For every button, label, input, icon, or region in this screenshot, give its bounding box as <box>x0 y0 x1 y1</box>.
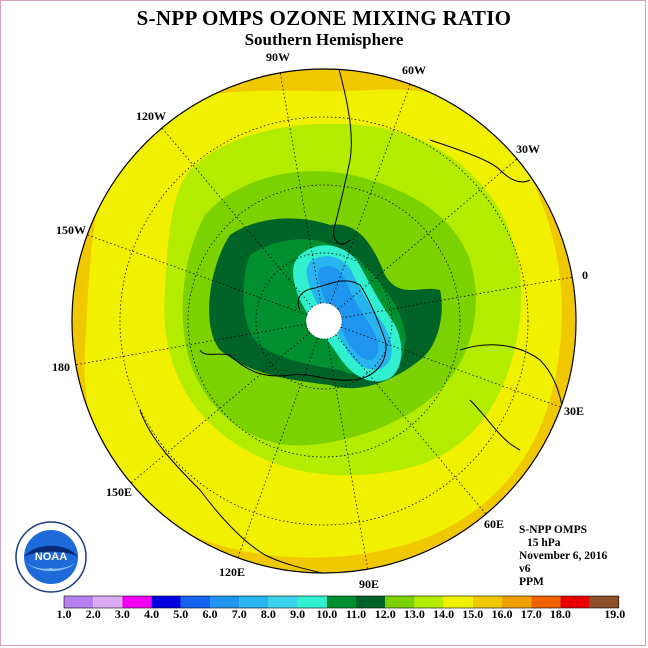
colorbar-swatch <box>385 596 415 608</box>
colorbar-tick-label: 15.0 <box>462 607 483 621</box>
meridian-line <box>87 234 308 316</box>
noaa-logo-text: NOAA <box>35 551 67 563</box>
pole-hole <box>306 303 342 339</box>
atlantic-islands-coast <box>429 139 531 183</box>
colorbar-tick-label: 6.0 <box>203 607 218 621</box>
colorbar-tick-label: 18.0 <box>550 607 571 621</box>
colorbar-swatch <box>268 596 298 608</box>
colorbar-swatch <box>151 596 181 608</box>
colorbar-outline <box>63 595 620 609</box>
colorbar-swatch <box>502 596 532 608</box>
lon-label-30w: 30W <box>516 142 540 156</box>
colorbar-tick-label: 14.0 <box>433 607 454 621</box>
noaa-emblem: NOAA <box>15 521 87 593</box>
colorbar-swatch <box>589 596 619 608</box>
australia-coast <box>139 409 331 573</box>
meridian-line <box>335 334 487 515</box>
lon-label-150w: 150W <box>56 223 86 237</box>
lon-label-150e: 150E <box>106 485 132 499</box>
meridian-line <box>340 326 561 408</box>
info-pressure: 15 hPa <box>527 537 561 549</box>
colorbar-swatch <box>414 596 444 608</box>
colorbar-tick-label: 17.0 <box>521 607 542 621</box>
info-version: v6 <box>519 563 531 575</box>
lon-label-120w: 120W <box>136 109 166 123</box>
graticule <box>75 72 573 570</box>
colorbar-tick-label: 8.0 <box>261 607 276 621</box>
colorbar-tick-label: 9.0 <box>290 607 305 621</box>
colorbar-swatch <box>64 596 94 608</box>
latitude-circle-30s <box>119 116 529 526</box>
colorbar-swatch <box>239 596 269 608</box>
figure-title: S-NPP OMPS OZONE MIXING RATIO <box>136 6 512 30</box>
colorbar-tick-label: 2.0 <box>86 607 101 621</box>
figure-subtitle: Southern Hemisphere <box>244 30 404 49</box>
info-units: PPM <box>519 576 544 588</box>
meridian-line <box>329 84 411 305</box>
noaa-logo: NOAA <box>14 520 88 594</box>
meridian-line <box>130 332 311 484</box>
colorbar-swatch <box>531 596 561 608</box>
lon-label-30e: 30E <box>564 404 584 418</box>
latitude-circle-70s <box>255 252 393 390</box>
meridian-line <box>279 72 322 304</box>
lon-label-0: 0 <box>582 268 588 282</box>
longitude-labels: 90W 60W 30W 0 30E 60E 90E 120E 150E 180 … <box>52 50 588 591</box>
colorbar-swatch <box>297 596 327 608</box>
meridian-line <box>237 337 319 558</box>
colorbar-tick-label: 3.0 <box>115 607 130 621</box>
meridian-line <box>337 158 518 310</box>
colorbar-tick-label: 10.0 <box>316 607 337 621</box>
colorbar-tick-label: 19.0 <box>604 607 625 621</box>
lon-label-120e: 120E <box>219 565 245 579</box>
lon-label-60w: 60W <box>402 63 426 77</box>
colorbar-tick-label: 16.0 <box>492 607 513 621</box>
info-instrument: S-NPP OMPS <box>519 524 588 536</box>
lon-label-60e: 60E <box>484 517 504 531</box>
colorbar-swatch <box>210 596 240 608</box>
lon-label-90w: 90W <box>266 50 290 64</box>
colorbar-tick-label: 12.0 <box>375 607 396 621</box>
colorbar-tick-label: 5.0 <box>173 607 188 621</box>
colorbar-tick-label: 13.0 <box>404 607 425 621</box>
colorbar-swatch <box>356 596 386 608</box>
south-america-coast <box>333 69 352 245</box>
colorbar-swatch <box>122 596 152 608</box>
contour-blue <box>318 265 379 360</box>
colorbar-tick-label: 1.0 <box>57 607 72 621</box>
antarctica-coast <box>199 280 387 381</box>
colorbar-swatch <box>180 596 210 608</box>
latitude-circle-50s <box>187 184 461 458</box>
meridian-line <box>341 276 573 319</box>
colorbar: 1.0 2.0 3.0 4.0 5.0 6.0 7.0 8.0 9.0 10.0 11.0 12.0 1… <box>57 595 625 621</box>
meridian-line <box>326 338 369 570</box>
meridian-line <box>75 323 307 366</box>
lon-label-90e: 90E <box>359 577 379 591</box>
colorbar-tick-label: 4.0 <box>144 607 159 621</box>
colorbar-swatch <box>560 596 590 608</box>
lon-label-180: 180 <box>52 360 70 374</box>
meridian-line <box>161 127 313 308</box>
map-boundary <box>71 68 577 574</box>
colorbar-swatch <box>472 596 502 608</box>
info-date: November 6, 2016 <box>519 550 608 562</box>
colorbar-swatch <box>443 596 473 608</box>
pole-hole-border <box>305 302 343 340</box>
colorbar-tick-label: 7.0 <box>232 607 247 621</box>
colorbar-tick-label: 11.0 <box>346 607 366 621</box>
colorbar-swatch <box>93 596 123 608</box>
colorbar-swatch <box>326 596 356 608</box>
product-info: S-NPP OMPS 15 hPa November 6, 2016 v6 PP… <box>519 524 607 589</box>
